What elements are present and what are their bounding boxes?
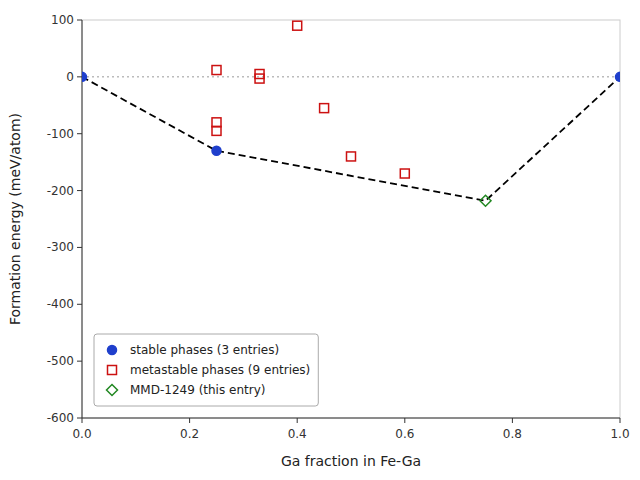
- y-tick-label: -500: [47, 354, 74, 368]
- series-2: [212, 21, 409, 178]
- point: [480, 195, 491, 206]
- y-tick-label: -200: [47, 184, 74, 198]
- x-tick-label: 0.8: [503, 427, 522, 441]
- x-tick-label: 0.2: [180, 427, 199, 441]
- y-tick: [77, 304, 82, 305]
- point: [212, 126, 221, 135]
- x-tick-label: 0.6: [395, 427, 414, 441]
- plot-frame: [82, 20, 620, 418]
- point: [347, 152, 356, 161]
- x-tick-label: 0.4: [288, 427, 307, 441]
- x-tick: [512, 418, 513, 423]
- y-tick-label: -400: [47, 297, 74, 311]
- y-tick-label: -300: [47, 240, 74, 254]
- y-tick: [77, 361, 82, 362]
- legend-label: MMD-1249 (this entry): [130, 383, 265, 397]
- y-tick: [77, 190, 82, 191]
- point: [82, 72, 87, 81]
- y-axis: 100 0 -100 -200 -300 -400 -500 -600: [47, 13, 82, 425]
- point: [616, 72, 621, 81]
- point: [293, 21, 302, 30]
- chart-container: 0.0 0.2 0.4 0.6 0.8 1.0 100 0 -100 -200 -300 -400 -5…: [0, 0, 640, 480]
- point: [400, 169, 409, 178]
- x-tick: [297, 418, 298, 423]
- chart: 0.0 0.2 0.4 0.6 0.8 1.0 100 0 -100 -200 -300 -400 -5…: [0, 0, 640, 480]
- point: [255, 74, 264, 83]
- plot-area: [82, 21, 620, 206]
- y-tick-label: 0: [66, 70, 74, 84]
- x-tick: [620, 418, 621, 423]
- legend-item: metastable phases (9 entries): [108, 363, 311, 377]
- y-tick-label: 100: [51, 13, 74, 27]
- page: {"chart_data": { "type": "scatter", "xla…: [0, 0, 640, 480]
- y-tick-label: -600: [47, 411, 74, 425]
- x-tick: [404, 418, 405, 423]
- series-0: [82, 77, 620, 201]
- y-tick: [77, 20, 82, 21]
- legend-label: metastable phases (9 entries): [130, 363, 310, 377]
- legend-item: MMD-1249 (this entry): [107, 383, 266, 397]
- y-axis-label: Formation energy (meV/atom): [7, 113, 23, 325]
- x-tick-label: 0.0: [72, 427, 91, 441]
- x-axis-label: Ga fraction in Fe-Ga: [281, 453, 421, 469]
- legend-label: stable phases (3 entries): [130, 343, 279, 357]
- series-1: [82, 72, 620, 155]
- legend-box: [94, 334, 318, 406]
- y-tick: [77, 133, 82, 134]
- legend: stable phases (3 entries) metastable phas…: [94, 334, 318, 406]
- y-tick-label: -100: [47, 127, 74, 141]
- point: [212, 118, 221, 127]
- legend-swatch: [107, 385, 118, 396]
- series-3: [480, 195, 491, 206]
- point: [212, 66, 221, 75]
- legend-swatch: [108, 346, 117, 355]
- point: [320, 104, 329, 113]
- y-tick: [77, 76, 82, 77]
- x-axis: 0.0 0.2 0.4 0.6 0.8 1.0: [72, 418, 629, 441]
- point: [212, 146, 221, 155]
- x-tick-label: 1.0: [610, 427, 629, 441]
- x-axis-line: [82, 418, 620, 419]
- x-tick: [82, 418, 83, 423]
- y-tick: [77, 418, 82, 419]
- y-tick: [77, 247, 82, 248]
- legend-swatch: [108, 366, 117, 375]
- reference-line: [82, 76, 620, 77]
- legend-item: stable phases (3 entries): [108, 343, 280, 357]
- x-tick: [189, 418, 190, 423]
- hull-line: [82, 77, 620, 201]
